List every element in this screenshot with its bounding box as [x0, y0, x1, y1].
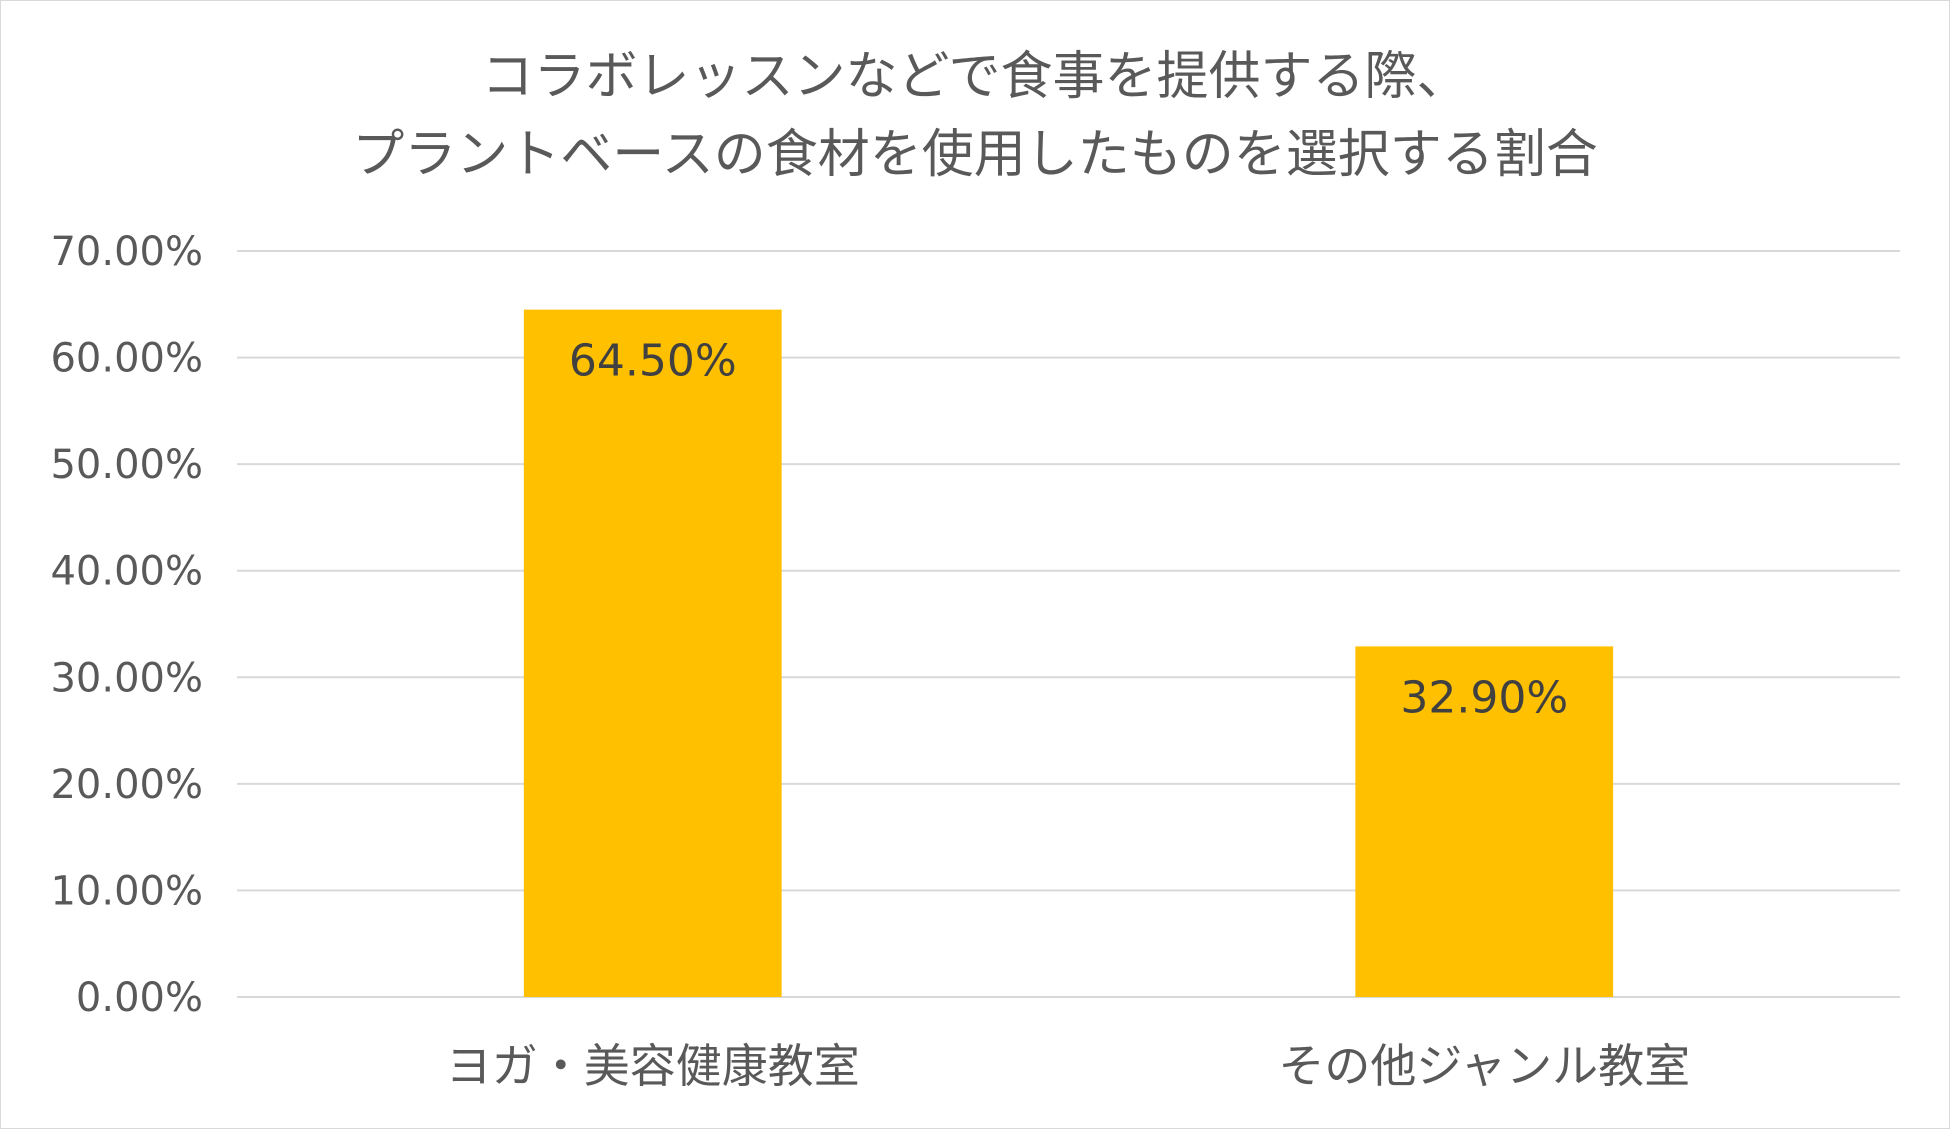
category-label: ヨガ・美容健康教室: [446, 1039, 860, 1093]
y-tick-label: 50.00%: [50, 442, 203, 488]
y-tick-label: 20.00%: [50, 762, 203, 808]
gridlines: [237, 250, 1900, 998]
chart-title-line-2: プラントベースの食材を使用したものを選択する割合: [352, 125, 1598, 185]
y-tick-label: 10.00%: [50, 868, 203, 914]
y-tick-label: 40.00%: [50, 549, 203, 595]
y-tick-label: 0.00%: [76, 975, 203, 1021]
data-label: 32.90%: [1400, 672, 1568, 723]
y-tick-label: 70.00%: [50, 229, 203, 275]
y-tick-label: 60.00%: [50, 336, 203, 382]
chart-title: コラボレッスンなどで食事を提供する際、 プラントベースの食材を使用したものを選択…: [0, 38, 1950, 194]
bars: [523, 309, 1614, 998]
category-label: その他ジャンル教室: [1278, 1039, 1690, 1093]
category-labels: ヨガ・美容健康教室 その他ジャンル教室: [446, 1039, 1690, 1093]
data-labels: 64.50% 32.90%: [569, 336, 1568, 724]
y-axis-tick-labels: 0.00% 10.00% 20.00% 30.00% 40.00% 50.00% 60.00…: [50, 229, 203, 1021]
chart-title-line-1: コラボレッスンなどで食事を提供する際、: [481, 47, 1469, 107]
y-tick-label: 30.00%: [50, 655, 203, 701]
bar: [1355, 646, 1614, 997]
data-label: 64.50%: [569, 336, 737, 387]
bar: [523, 309, 782, 998]
